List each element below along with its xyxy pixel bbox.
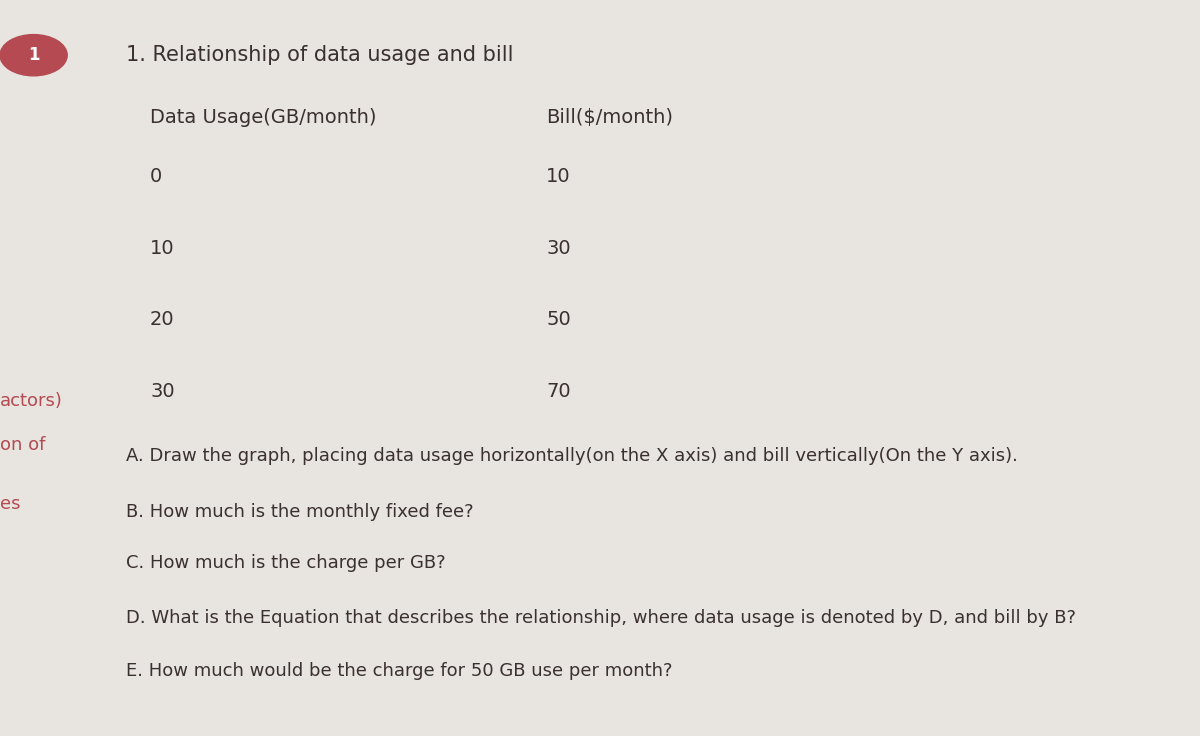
Text: 20: 20 xyxy=(150,310,175,329)
Text: 10: 10 xyxy=(150,238,175,258)
Text: 1: 1 xyxy=(28,46,40,64)
Text: 0: 0 xyxy=(150,167,162,186)
Text: A. Draw the graph, placing data usage horizontally(on the X axis) and bill verti: A. Draw the graph, placing data usage ho… xyxy=(126,447,1018,465)
Text: 30: 30 xyxy=(546,238,571,258)
Text: 30: 30 xyxy=(150,382,175,401)
Text: es: es xyxy=(0,495,20,513)
Text: 10: 10 xyxy=(546,167,571,186)
Text: 1. Relationship of data usage and bill: 1. Relationship of data usage and bill xyxy=(126,45,514,66)
Text: 50: 50 xyxy=(546,310,571,329)
Text: C. How much is the charge per GB?: C. How much is the charge per GB? xyxy=(126,554,445,572)
Circle shape xyxy=(0,35,67,76)
Text: E. How much would be the charge for 50 GB use per month?: E. How much would be the charge for 50 G… xyxy=(126,662,672,680)
Text: 70: 70 xyxy=(546,382,571,401)
Text: Bill($/month): Bill($/month) xyxy=(546,108,673,127)
Text: D. What is the Equation that describes the relationship, where data usage is den: D. What is the Equation that describes t… xyxy=(126,609,1076,627)
Text: actors): actors) xyxy=(0,392,62,410)
Text: B. How much is the monthly fixed fee?: B. How much is the monthly fixed fee? xyxy=(126,503,474,520)
Text: on of: on of xyxy=(0,436,46,454)
Text: Data Usage(GB/month): Data Usage(GB/month) xyxy=(150,108,377,127)
